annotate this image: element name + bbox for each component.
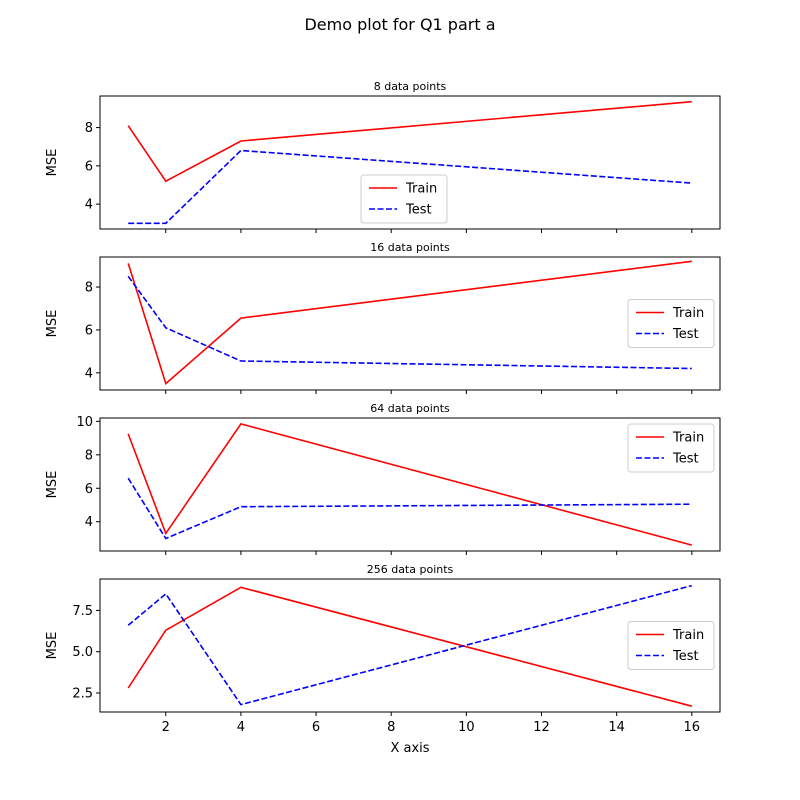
legend-label: Train <box>672 431 704 446</box>
legend-box <box>627 423 715 473</box>
x-tick-label: 10 <box>458 720 475 735</box>
x-axis-label: X axis <box>390 741 429 756</box>
y-tick-label: 8 <box>85 281 93 296</box>
y-tick-label: 8 <box>85 448 93 463</box>
y-tick-label: 4 <box>85 515 93 530</box>
legend-box <box>627 299 715 348</box>
y-tick-label: 5.0 <box>72 645 93 660</box>
x-tick-label: 14 <box>608 720 625 735</box>
y-axis-label: MSE <box>45 471 60 499</box>
plot-frame <box>99 95 721 230</box>
x-tick-label: 2 <box>162 720 170 735</box>
y-tick-label: 2.5 <box>72 687 93 702</box>
plot-frame <box>99 256 721 391</box>
subplot-title: 64 data points <box>370 402 450 415</box>
subplot-title: 8 data points <box>374 80 447 93</box>
series-line-train <box>127 260 692 386</box>
series-line-test <box>127 477 692 540</box>
series-line-test <box>128 149 692 225</box>
legend-label: Train <box>672 628 704 643</box>
y-tick-label: 7.5 <box>72 604 93 619</box>
plot-frame <box>99 578 721 713</box>
y-axis-label: MSE <box>45 149 60 177</box>
y-axis-label: MSE <box>45 310 60 338</box>
y-tick-label: 4 <box>85 366 93 381</box>
y-tick-label: 8 <box>85 121 93 136</box>
plot-frame <box>99 417 721 552</box>
y-axis-label: MSE <box>45 632 60 660</box>
figure-title: Demo plot for Q1 part a <box>304 15 495 34</box>
legend-label: Train <box>405 182 437 197</box>
legend-label: Test <box>672 327 699 342</box>
legend-box <box>627 621 715 670</box>
series-line-train <box>127 422 693 546</box>
legend-label: Test <box>405 203 432 218</box>
series-line-train <box>127 100 692 183</box>
y-tick-label: 6 <box>85 159 93 174</box>
x-tick-label: 16 <box>684 720 701 735</box>
y-tick-label: 6 <box>85 482 93 497</box>
y-tick-label: 4 <box>85 198 93 213</box>
legend-label: Train <box>672 306 704 321</box>
legend-label: Test <box>672 649 699 664</box>
subplot-title: 16 data points <box>370 241 450 254</box>
x-tick-label: 4 <box>237 720 245 735</box>
x-tick-label: 6 <box>312 720 320 735</box>
series-line-test <box>127 275 692 370</box>
x-tick-label: 8 <box>387 720 395 735</box>
legend-label: Test <box>672 452 699 467</box>
legend-box <box>360 174 448 224</box>
y-tick-label: 10 <box>76 415 93 430</box>
x-tick-label: 12 <box>533 720 550 735</box>
series-line-train <box>127 586 693 707</box>
subplot-title: 256 data points <box>367 563 454 576</box>
series-line-test <box>127 584 693 706</box>
y-tick-label: 6 <box>85 323 93 338</box>
